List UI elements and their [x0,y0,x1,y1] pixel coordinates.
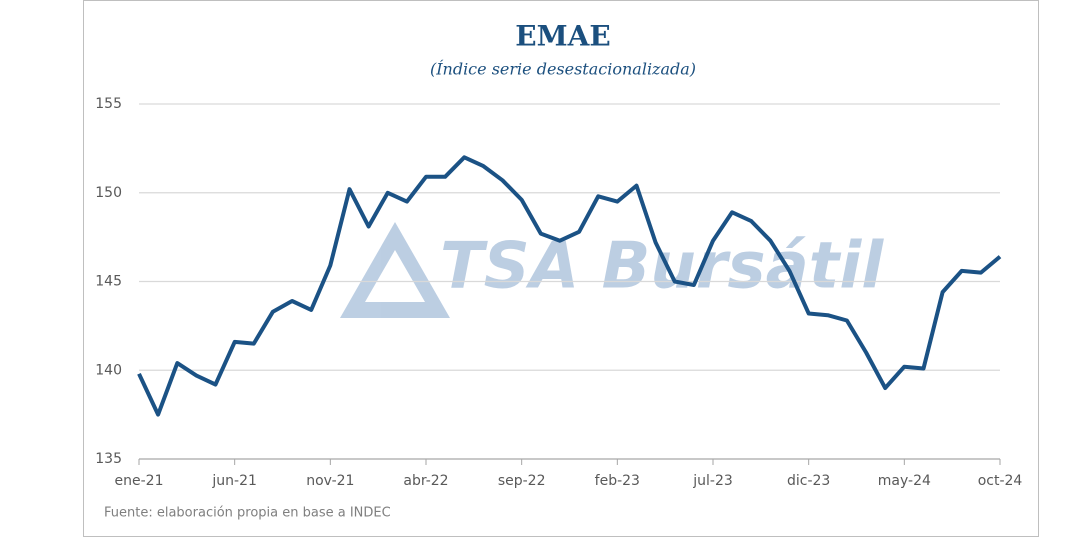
x-tick-label: sep-22 [498,473,546,489]
watermark: TSA Bursátil [340,222,884,318]
y-tick-label: 145 [95,274,122,290]
x-tick-label: dic-23 [787,473,830,489]
chart-subtitle: (Índice serie desestacionalizada) [430,59,696,79]
chart-title: EMAE [515,20,610,53]
y-tick-label: 155 [95,96,122,112]
y-tick-label: 150 [95,185,122,201]
chart-frame [83,0,1039,537]
x-tick-label: feb-23 [595,473,640,489]
x-tick-label: may-24 [878,473,931,489]
x-tick-label: oct-24 [978,473,1023,489]
watermark-text: TSA Bursátil [440,230,884,304]
x-tick-label: jul-23 [692,473,733,489]
y-tick-label: 140 [95,362,122,378]
source-note: Fuente: elaboración propia en base a IND… [104,506,391,521]
x-tick-label: abr-22 [403,473,448,489]
x-tick-label: nov-21 [306,473,354,489]
x-tick-label: jun-21 [211,473,257,489]
y-tick-label: 135 [95,451,122,467]
watermark-logo [340,222,450,318]
x-tick-label: ene-21 [115,473,164,489]
data-line [137,155,1002,417]
